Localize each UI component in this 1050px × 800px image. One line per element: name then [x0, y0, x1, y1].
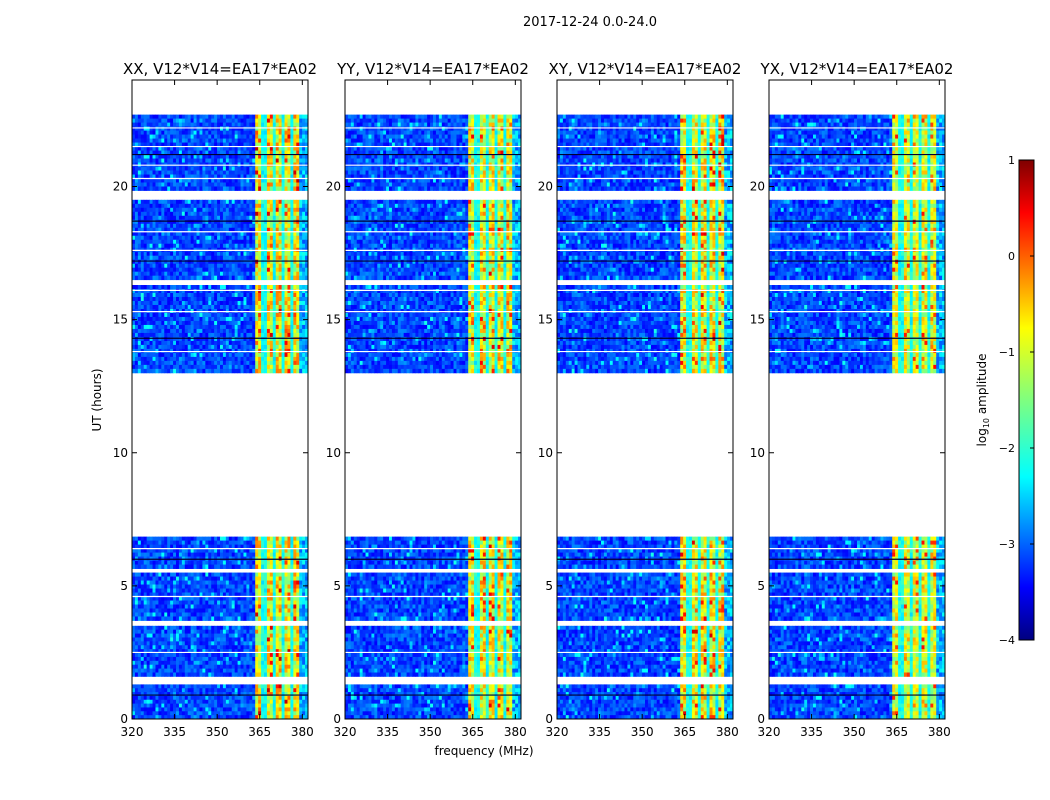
data-segment-2 — [345, 572, 522, 621]
y-tick-label: 0 — [757, 712, 765, 726]
y-tick-label: 0 — [120, 712, 128, 726]
colorbar-tick-label: −4 — [999, 634, 1015, 647]
colorbar-tick-label: −1 — [999, 346, 1015, 359]
panel-title: XX, V12*V14=EA17*EA02 — [123, 60, 317, 78]
data-segment-4 — [132, 285, 309, 374]
panel-title: YX, V12*V14=EA17*EA02 — [760, 60, 954, 78]
x-tick-label: 335 — [376, 725, 399, 739]
y-tick-label: 15 — [113, 313, 128, 327]
data-segment-6 — [557, 114, 734, 191]
y-tick-label: 20 — [326, 180, 341, 194]
data-segment-0 — [132, 684, 309, 720]
y-axis-label: UT (hours) — [90, 368, 104, 431]
y-tick-label: 5 — [333, 579, 341, 593]
x-tick-label: 320 — [334, 725, 357, 739]
colorbar-label: log10 amplitude — [975, 354, 991, 447]
colorbar-gradient — [1018, 159, 1035, 641]
panel-data — [132, 114, 309, 720]
x-tick-label: 350 — [419, 725, 442, 739]
data-segment-0 — [345, 684, 522, 720]
data-segment-4 — [769, 285, 946, 374]
x-tick-label: 350 — [843, 725, 866, 739]
data-segment-5 — [132, 199, 309, 281]
x-tick-label: 380 — [716, 725, 739, 739]
panel-3: YX, V12*V14=EA17*EA02 320 335 350 365 380 0 5 10… — [750, 60, 954, 739]
x-tick-label: 350 — [206, 725, 229, 739]
colorbar: log10 amplitude 1 0 −1 −2 −3 −4 — [975, 154, 1035, 647]
panel-1: YY, V12*V14=EA17*EA02 320 335 350 365 380 0 5 10… — [326, 60, 529, 739]
data-segment-0 — [769, 684, 946, 720]
data-segment-4 — [557, 285, 734, 374]
y-tick-label: 20 — [113, 180, 128, 194]
panel-frame — [768, 79, 946, 720]
data-segment-2 — [557, 572, 734, 621]
data-segment-3 — [557, 536, 734, 569]
data-segment-2 — [132, 572, 309, 621]
colorbar-tick-label: 1 — [1008, 154, 1015, 167]
figure-suptitle: 2017-12-24 0.0-24.0 — [523, 15, 657, 30]
y-tick-label: 10 — [538, 446, 553, 460]
data-segment-6 — [769, 114, 946, 191]
x-tick-label: 350 — [631, 725, 654, 739]
x-tick-label: 335 — [588, 725, 611, 739]
data-segment-1 — [769, 625, 946, 677]
data-segment-3 — [132, 536, 309, 569]
panel-frame — [344, 79, 522, 720]
data-segment-6 — [132, 114, 309, 191]
y-tick-label: 10 — [750, 446, 765, 460]
y-tick-label: 10 — [326, 446, 341, 460]
colorbar-tick-label: 0 — [1008, 250, 1015, 263]
panels: XX, V12*V14=EA17*EA02 320 335 350 365 380 0 5 10… — [113, 60, 954, 739]
panel-data — [769, 114, 946, 720]
data-segment-3 — [769, 536, 946, 569]
x-tick-label: 380 — [928, 725, 951, 739]
panel-0: XX, V12*V14=EA17*EA02 320 335 350 365 380 0 5 10… — [113, 60, 317, 739]
x-tick-label: 365 — [461, 725, 484, 739]
x-tick-label: 365 — [248, 725, 271, 739]
x-tick-label: 380 — [291, 725, 314, 739]
colorbar-tick-label: −2 — [999, 442, 1015, 455]
x-tick-label: 320 — [121, 725, 144, 739]
data-segment-5 — [345, 199, 522, 281]
x-tick-label: 365 — [673, 725, 696, 739]
data-segment-6 — [345, 114, 522, 191]
panel-2: XY, V12*V14=EA17*EA02 320 335 350 365 380 0 5 10… — [538, 60, 742, 739]
data-segment-2 — [769, 572, 946, 621]
y-tick-label: 5 — [120, 579, 128, 593]
x-tick-label: 365 — [885, 725, 908, 739]
y-tick-label: 10 — [113, 446, 128, 460]
data-segment-0 — [557, 684, 734, 720]
y-tick-label: 5 — [545, 579, 553, 593]
y-tick-label: 0 — [545, 712, 553, 726]
x-tick-label: 335 — [163, 725, 186, 739]
data-segment-1 — [345, 625, 522, 677]
colorbar-tick-label: −3 — [999, 538, 1015, 551]
data-segment-4 — [345, 285, 522, 374]
x-tick-label: 320 — [758, 725, 781, 739]
panel-title: XY, V12*V14=EA17*EA02 — [549, 60, 742, 78]
panel-frame — [556, 79, 734, 720]
data-segment-1 — [557, 625, 734, 677]
y-tick-label: 20 — [750, 180, 765, 194]
panel-title: YY, V12*V14=EA17*EA02 — [336, 60, 529, 78]
y-tick-label: 0 — [333, 712, 341, 726]
x-tick-label: 335 — [800, 725, 823, 739]
panel-frame — [131, 79, 309, 720]
y-tick-label: 5 — [757, 579, 765, 593]
data-segment-1 — [132, 625, 309, 677]
x-tick-label: 380 — [504, 725, 527, 739]
data-segment-5 — [557, 199, 734, 281]
y-tick-label: 15 — [538, 313, 553, 327]
y-tick-label: 20 — [538, 180, 553, 194]
y-tick-label: 15 — [750, 313, 765, 327]
y-tick-label: 15 — [326, 313, 341, 327]
data-segment-3 — [345, 536, 522, 569]
x-tick-label: 320 — [546, 725, 569, 739]
data-segment-5 — [769, 199, 946, 281]
x-axis-label: frequency (MHz) — [434, 744, 533, 758]
